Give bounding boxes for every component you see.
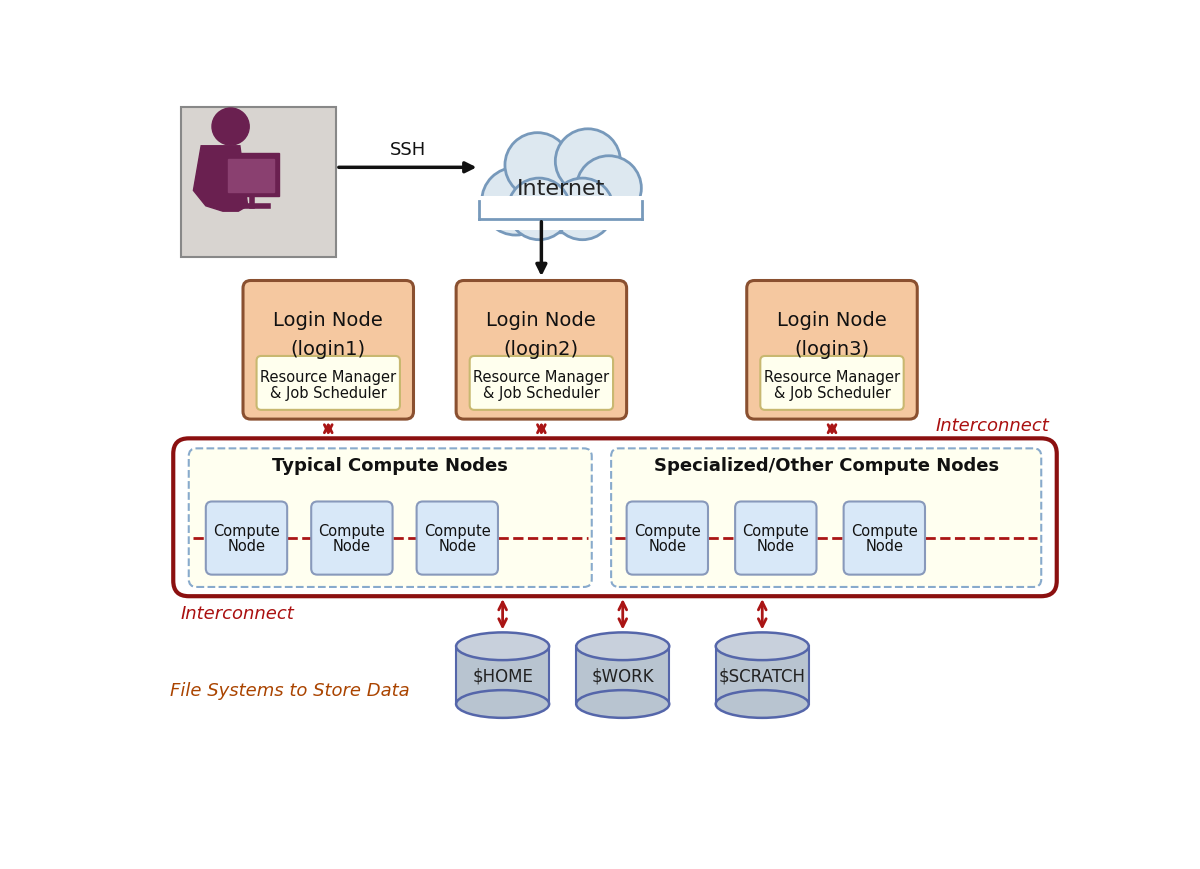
Circle shape bbox=[556, 129, 620, 195]
Text: $HOME: $HOME bbox=[472, 667, 533, 685]
Circle shape bbox=[508, 179, 570, 241]
Text: Compute: Compute bbox=[214, 523, 280, 538]
Text: Compute: Compute bbox=[424, 523, 491, 538]
Text: Typical Compute Nodes: Typical Compute Nodes bbox=[272, 457, 508, 474]
Text: Interconnect: Interconnect bbox=[181, 604, 295, 622]
FancyBboxPatch shape bbox=[844, 502, 925, 575]
Ellipse shape bbox=[456, 690, 550, 718]
FancyBboxPatch shape bbox=[188, 449, 592, 587]
FancyBboxPatch shape bbox=[469, 356, 613, 410]
Text: Node: Node bbox=[332, 539, 371, 554]
FancyBboxPatch shape bbox=[181, 108, 336, 258]
Text: Node: Node bbox=[438, 539, 476, 554]
Text: $WORK: $WORK bbox=[592, 667, 654, 685]
FancyBboxPatch shape bbox=[456, 282, 626, 420]
Text: (login3): (login3) bbox=[794, 340, 870, 358]
Circle shape bbox=[516, 144, 606, 234]
Text: Node: Node bbox=[228, 539, 265, 554]
Text: Compute: Compute bbox=[743, 523, 809, 538]
FancyBboxPatch shape bbox=[206, 502, 287, 575]
Ellipse shape bbox=[715, 690, 809, 718]
Polygon shape bbox=[576, 647, 670, 704]
Text: (login1): (login1) bbox=[290, 340, 366, 358]
Circle shape bbox=[552, 179, 613, 241]
FancyBboxPatch shape bbox=[242, 282, 414, 420]
Polygon shape bbox=[715, 647, 809, 704]
FancyBboxPatch shape bbox=[173, 439, 1057, 596]
Text: File Systems to Store Data: File Systems to Store Data bbox=[169, 681, 409, 700]
Text: & Job Scheduler: & Job Scheduler bbox=[482, 385, 600, 401]
FancyBboxPatch shape bbox=[746, 282, 917, 420]
Text: Resource Manager: Resource Manager bbox=[473, 370, 610, 385]
Text: Resource Manager: Resource Manager bbox=[764, 370, 900, 385]
Text: (login2): (login2) bbox=[504, 340, 578, 358]
Circle shape bbox=[212, 109, 250, 146]
Polygon shape bbox=[456, 647, 550, 704]
FancyBboxPatch shape bbox=[257, 356, 400, 410]
Text: Specialized/Other Compute Nodes: Specialized/Other Compute Nodes bbox=[654, 457, 998, 474]
FancyBboxPatch shape bbox=[736, 502, 816, 575]
Text: Compute: Compute bbox=[634, 523, 701, 538]
Text: Interconnect: Interconnect bbox=[935, 416, 1049, 434]
Ellipse shape bbox=[456, 633, 550, 660]
Ellipse shape bbox=[576, 690, 670, 718]
FancyBboxPatch shape bbox=[223, 155, 278, 196]
Text: Node: Node bbox=[648, 539, 686, 554]
FancyBboxPatch shape bbox=[761, 356, 904, 410]
Text: $SCRATCH: $SCRATCH bbox=[719, 667, 805, 685]
FancyBboxPatch shape bbox=[416, 502, 498, 575]
Text: Login Node: Login Node bbox=[274, 310, 383, 329]
FancyBboxPatch shape bbox=[626, 502, 708, 575]
Polygon shape bbox=[193, 147, 247, 212]
Text: Login Node: Login Node bbox=[486, 310, 596, 329]
Text: Node: Node bbox=[865, 539, 904, 554]
Text: & Job Scheduler: & Job Scheduler bbox=[774, 385, 890, 401]
Circle shape bbox=[576, 156, 641, 222]
Ellipse shape bbox=[576, 633, 670, 660]
Text: SSH: SSH bbox=[390, 141, 426, 159]
FancyBboxPatch shape bbox=[479, 196, 642, 231]
Text: & Job Scheduler: & Job Scheduler bbox=[270, 385, 386, 401]
Text: Resource Manager: Resource Manager bbox=[260, 370, 396, 385]
Circle shape bbox=[505, 134, 570, 198]
FancyBboxPatch shape bbox=[311, 502, 392, 575]
Circle shape bbox=[481, 168, 550, 235]
Text: Node: Node bbox=[757, 539, 794, 554]
FancyBboxPatch shape bbox=[228, 160, 274, 193]
Text: Compute: Compute bbox=[851, 523, 918, 538]
Text: Internet: Internet bbox=[516, 179, 605, 199]
Text: Compute: Compute bbox=[318, 523, 385, 538]
Ellipse shape bbox=[715, 633, 809, 660]
FancyBboxPatch shape bbox=[611, 449, 1042, 587]
Text: Login Node: Login Node bbox=[778, 310, 887, 329]
